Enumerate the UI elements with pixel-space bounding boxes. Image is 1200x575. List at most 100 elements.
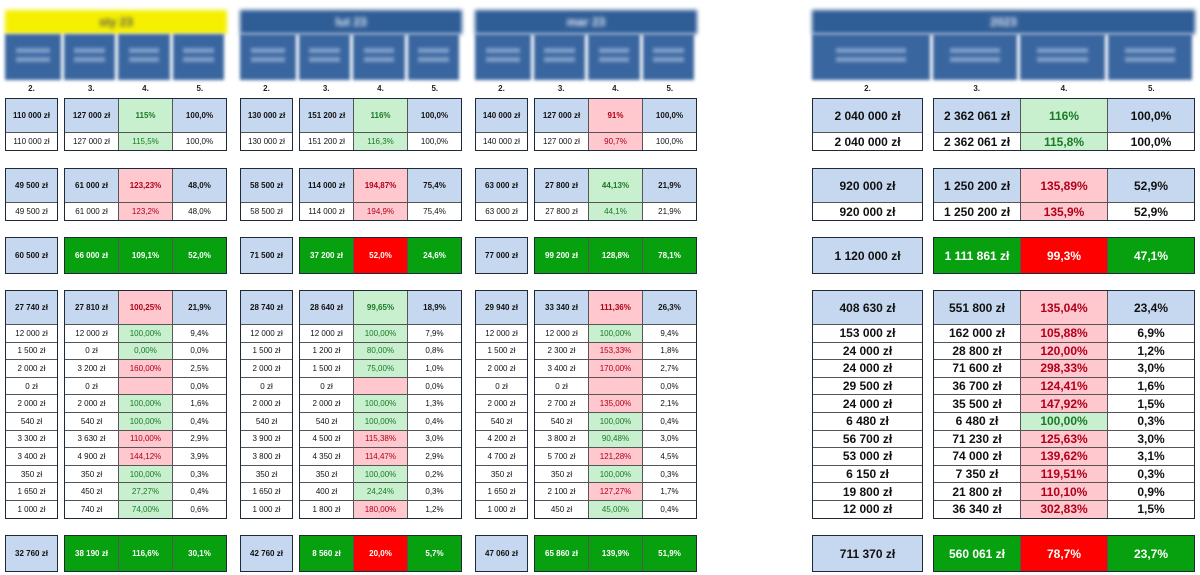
table-row: 49 500 zł — [6, 169, 57, 202]
table-row: 540 zł — [241, 411, 292, 430]
share-percent: 100,0% — [407, 99, 461, 132]
period-header: 2023 — [812, 10, 1195, 80]
plan-value: 1 000 zł — [252, 504, 281, 514]
table-row: 1 650 zł — [241, 482, 292, 500]
share-percent: 0,3% — [642, 465, 696, 483]
plan-value: 2 000 zł — [17, 399, 46, 409]
period-title: 2023 — [812, 10, 1195, 34]
share-percent: 0,3% — [1107, 465, 1194, 483]
realization-percent: 100,00% — [118, 465, 172, 483]
column-number: 4. — [142, 84, 149, 93]
table-row: 8 560 zł 20,0% 5,7% — [300, 536, 461, 571]
realization-percent: 116,3% — [353, 133, 407, 150]
table-row: 1 650 zł — [6, 482, 57, 500]
table-row: 130 000 zł — [241, 132, 292, 150]
share-percent: 0,3% — [1107, 412, 1194, 430]
table-row: 29 940 zł — [476, 291, 527, 324]
realization-value: 33 340 zł — [535, 291, 588, 324]
realization-percent — [588, 377, 642, 395]
table-row: 151 200 zł 116% 100,0% — [300, 99, 461, 132]
table-row: 2 000 zł — [476, 359, 527, 377]
period-header: lut 23 — [240, 10, 462, 80]
realization-value: 450 zł — [80, 487, 103, 497]
realization-value: 114 000 zł — [308, 207, 345, 216]
realization-value: 5 700 zł — [547, 451, 576, 461]
plan-value: 1 650 zł — [487, 487, 516, 497]
realization-percent: 139,9% — [588, 536, 642, 571]
column-number: 5. — [1147, 84, 1155, 93]
table-row: 153 000 zł — [813, 324, 922, 342]
realization-value: 4 500 zł — [312, 434, 341, 444]
realization-percent: 123,2% — [118, 203, 172, 220]
realization-value: 12 000 zł — [310, 328, 343, 338]
table-row: 71 600 zł 298,33% 3,0% — [934, 359, 1194, 377]
table-row: 920 000 zł — [813, 202, 922, 220]
share-percent: 30,1% — [172, 536, 226, 571]
table-row: 19 800 zł — [813, 482, 922, 500]
realization-percent: 153,33% — [588, 342, 642, 360]
plan-value: 77 000 zł — [476, 238, 527, 273]
realization-percent: 78,7% — [1020, 536, 1107, 571]
table-row: 2 362 061 zł 116% 100,0% — [934, 99, 1194, 132]
realization-value: 400 zł — [315, 487, 338, 497]
realization-percent: 135,00% — [588, 395, 642, 412]
plan-value: 140 000 zł — [483, 137, 520, 146]
realization-value: 36 700 zł — [952, 379, 1002, 394]
plan-value: 540 zł — [255, 416, 278, 426]
realization-percent: 135,89% — [1020, 169, 1107, 202]
realization-percent: 100,00% — [118, 395, 172, 412]
table-row: 63 000 zł — [476, 202, 527, 220]
plan-value: 130 000 zł — [248, 137, 285, 146]
realization-percent: 144,12% — [118, 448, 172, 465]
realization-percent: 100,00% — [118, 412, 172, 430]
realization-percent: 100,00% — [353, 465, 407, 483]
table-row: 24 000 zł — [813, 359, 922, 377]
realization-box: 114 000 zł 194,87% 75,4% 114 000 zł 194,9% 75… — [299, 168, 462, 221]
realization-percent: 115% — [118, 99, 172, 132]
realization-percent: 115,38% — [353, 430, 407, 448]
realization-percent: 45,00% — [588, 500, 642, 518]
table-row: 2 000 zł — [6, 359, 57, 377]
column-number: 3. — [322, 84, 330, 93]
table-row: 36 340 zł 302,83% 1,5% — [934, 499, 1194, 518]
table-row: 162 000 zł 105,88% 6,9% — [934, 324, 1194, 342]
plan-value: 1 500 zł — [17, 346, 46, 356]
table-row: 2 000 zł — [241, 394, 292, 412]
realization-value: 551 800 zł — [934, 291, 1020, 324]
column-header-3 — [933, 34, 1018, 80]
column-number: 2. — [864, 84, 871, 93]
share-percent: 2,9% — [407, 448, 461, 465]
period-block-3: 2023 2. 3. 4. 5. 2 040 000 zł 2 040 000 zł 2 36… — [812, 0, 1195, 575]
realization-value: 540 zł — [80, 416, 103, 426]
realization-value: 2 000 zł — [312, 399, 341, 409]
table-row: 114 000 zł 194,87% 75,4% — [300, 169, 461, 202]
realization-percent: 135,04% — [1020, 291, 1107, 324]
realization-percent: 116,6% — [118, 536, 172, 571]
table-row: 4 700 zł — [476, 447, 527, 465]
period-title: mar 23 — [475, 10, 697, 34]
period-header: sty 23 — [5, 10, 227, 80]
realization-value: 99 200 zł — [535, 238, 588, 273]
table-row: 450 zł 27,27% 0,4% — [65, 482, 226, 500]
plan-value: 350 zł — [255, 469, 278, 479]
table-row: 4 200 zł — [476, 429, 527, 448]
share-percent: 21,9% — [642, 169, 696, 202]
realization-value: 38 190 zł — [65, 536, 118, 571]
share-percent: 3,9% — [172, 448, 226, 465]
realization-value: 151 200 zł — [308, 137, 345, 146]
column-number: 2. — [28, 84, 35, 93]
share-percent: 1,2% — [407, 500, 461, 518]
table-row: 350 zł 100,00% 0,2% — [300, 464, 461, 483]
plan-value: 49 500 zł — [15, 207, 48, 216]
table-row: 36 700 zł 124,41% 1,6% — [934, 376, 1194, 395]
share-percent: 21,9% — [642, 203, 696, 220]
plan-box: 63 000 zł 63 000 zł — [475, 168, 528, 221]
realization-value: 0 zł — [555, 381, 568, 391]
column-number: 5. — [431, 84, 439, 93]
share-percent: 78,1% — [642, 238, 696, 273]
realization-percent: 100,00% — [353, 412, 407, 430]
realization-value: 12 000 zł — [75, 328, 108, 338]
realization-value: 12 000 zł — [545, 328, 578, 338]
share-percent: 9,4% — [172, 325, 226, 342]
realization-value: 151 200 zł — [300, 99, 353, 132]
